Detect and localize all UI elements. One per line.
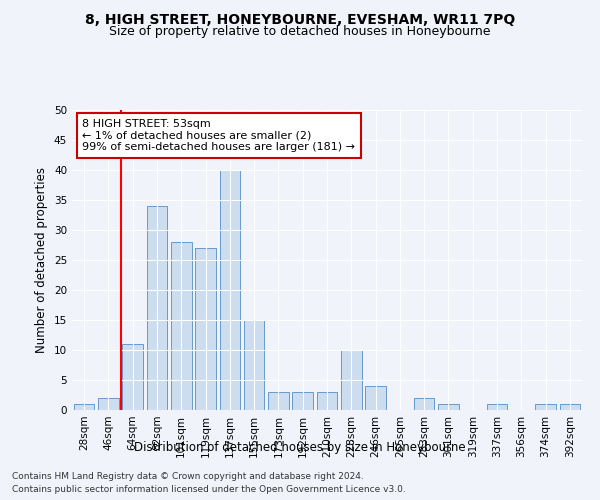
- Bar: [268, 392, 289, 410]
- Text: Contains public sector information licensed under the Open Government Licence v3: Contains public sector information licen…: [12, 485, 406, 494]
- Bar: [560, 404, 580, 410]
- Bar: [487, 404, 508, 410]
- Y-axis label: Number of detached properties: Number of detached properties: [35, 167, 49, 353]
- Bar: [341, 350, 362, 410]
- Bar: [122, 344, 143, 410]
- Bar: [438, 404, 459, 410]
- Bar: [195, 248, 216, 410]
- Text: Distribution of detached houses by size in Honeybourne: Distribution of detached houses by size …: [134, 441, 466, 454]
- Text: Size of property relative to detached houses in Honeybourne: Size of property relative to detached ho…: [109, 25, 491, 38]
- Bar: [244, 320, 265, 410]
- Bar: [146, 206, 167, 410]
- Bar: [171, 242, 191, 410]
- Text: 8, HIGH STREET, HONEYBOURNE, EVESHAM, WR11 7PQ: 8, HIGH STREET, HONEYBOURNE, EVESHAM, WR…: [85, 12, 515, 26]
- Bar: [535, 404, 556, 410]
- Bar: [220, 170, 240, 410]
- Bar: [365, 386, 386, 410]
- Bar: [414, 398, 434, 410]
- Bar: [98, 398, 119, 410]
- Bar: [292, 392, 313, 410]
- Bar: [74, 404, 94, 410]
- Bar: [317, 392, 337, 410]
- Text: Contains HM Land Registry data © Crown copyright and database right 2024.: Contains HM Land Registry data © Crown c…: [12, 472, 364, 481]
- Text: 8 HIGH STREET: 53sqm
← 1% of detached houses are smaller (2)
99% of semi-detache: 8 HIGH STREET: 53sqm ← 1% of detached ho…: [82, 119, 355, 152]
